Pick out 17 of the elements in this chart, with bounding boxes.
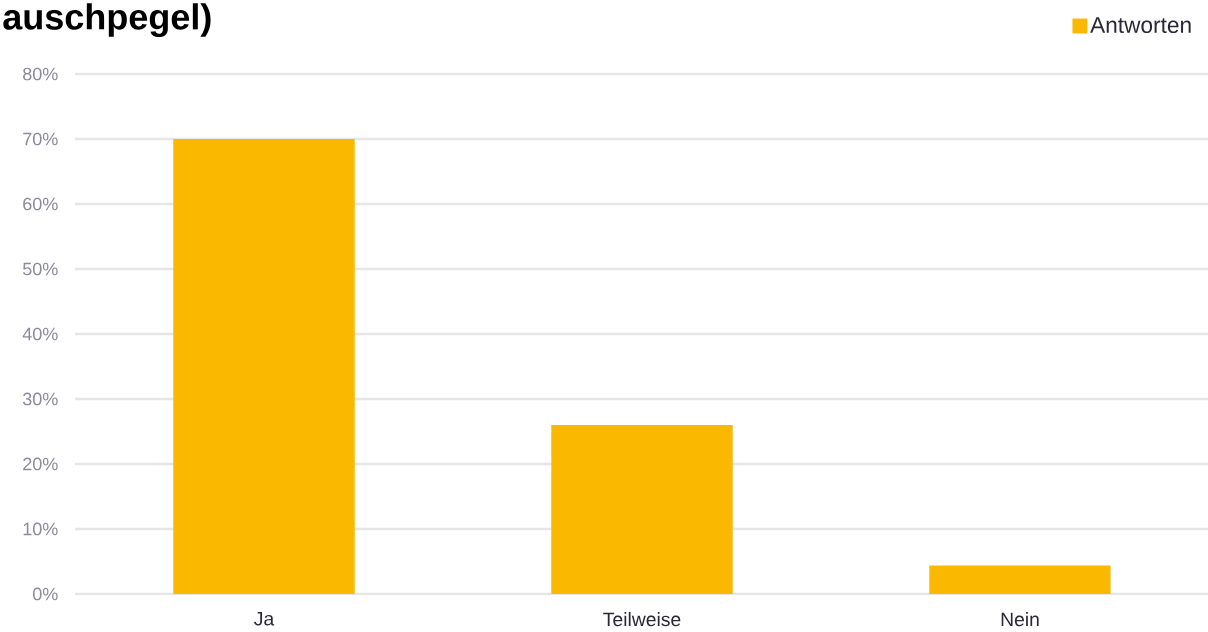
bar [929,565,1111,594]
x-tick-label: Nein [1001,612,1039,627]
bar [173,139,355,594]
y-tick-label: 80% [23,67,58,81]
chart-title: auschpegel) [3,3,211,37]
x-tick-label: Teilweise [603,612,681,627]
legend-label: Antworten [1090,17,1191,34]
bar [551,424,733,594]
y-tick-label: 30% [22,392,58,406]
y-tick-label: 70% [23,132,58,146]
y-tick-label: 50% [22,262,58,276]
y-tick-label: 0% [33,587,58,601]
y-tick-label: 10% [23,522,58,536]
y-tick-label: 60% [23,197,58,211]
x-tick-label: Ja [254,612,275,626]
y-tick-label: 40% [22,327,58,341]
y-tick-label: 20% [23,457,58,471]
